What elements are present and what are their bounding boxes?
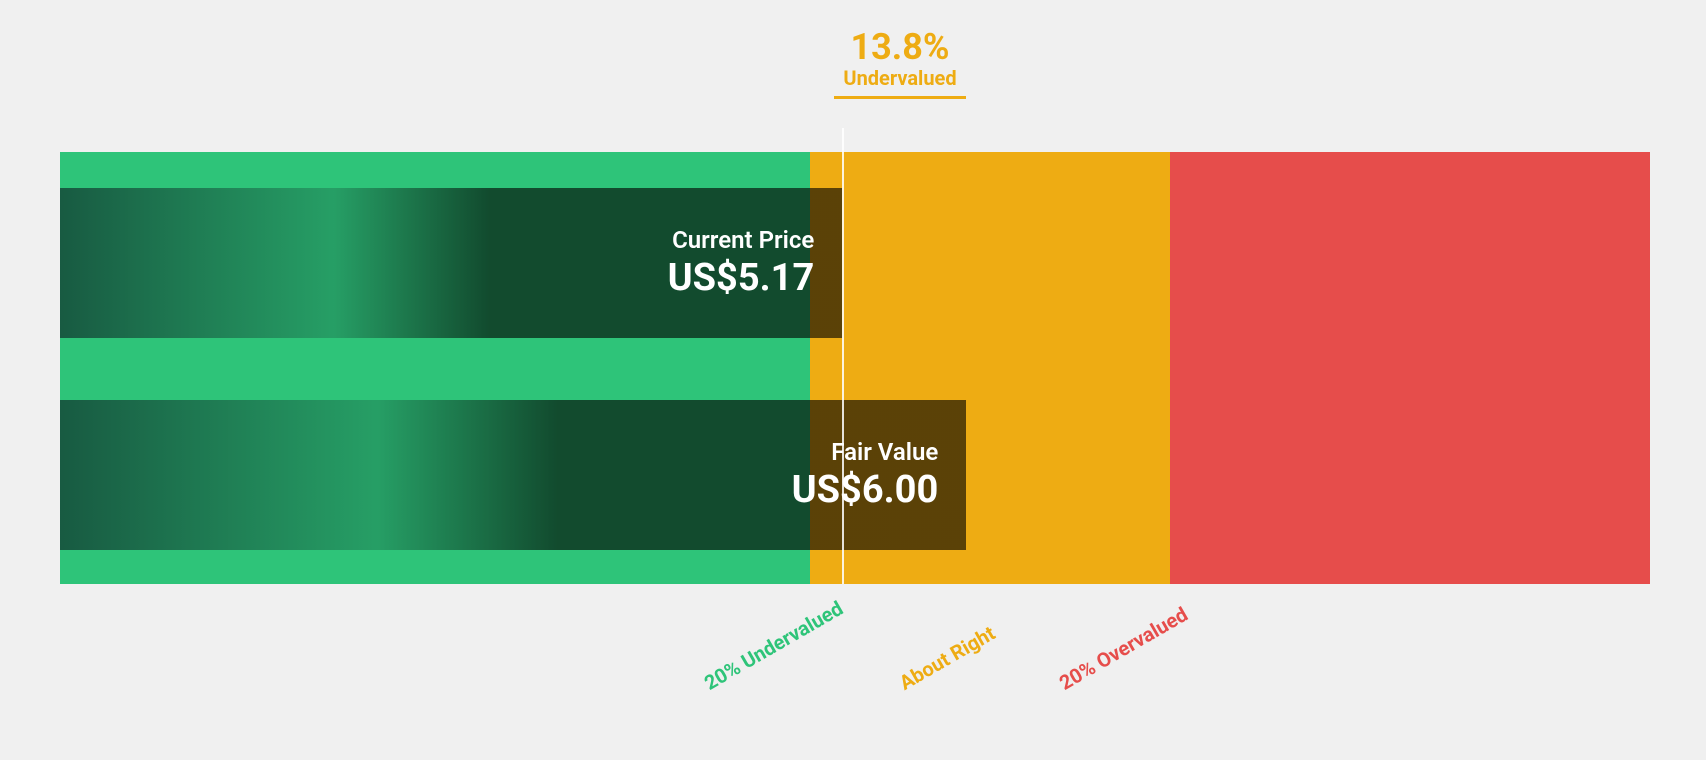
valuation-header: 13.8% Undervalued: [790, 26, 1010, 99]
fair-value-bar: Fair Value US$6.00: [60, 400, 966, 550]
valuation-underline: [834, 96, 966, 99]
axis-label-about-right: About Right: [895, 621, 999, 695]
valuation-label: Undervalued: [790, 66, 1010, 90]
zone-overvalued: [1170, 152, 1650, 584]
current-price-indicator-line: [842, 128, 844, 584]
current-price-value: US$5.17: [668, 256, 815, 300]
axis-label-overvalued: 20% Overvalued: [1055, 602, 1192, 695]
valuation-percent: 13.8%: [790, 26, 1010, 68]
fair-value-value: US$6.00: [792, 468, 939, 512]
current-price-bar: Current Price US$5.17: [60, 188, 842, 338]
axis-label-undervalued: 20% Undervalued: [700, 596, 847, 695]
fair-value-label: Fair Value: [792, 438, 939, 466]
current-price-label: Current Price: [668, 226, 815, 254]
